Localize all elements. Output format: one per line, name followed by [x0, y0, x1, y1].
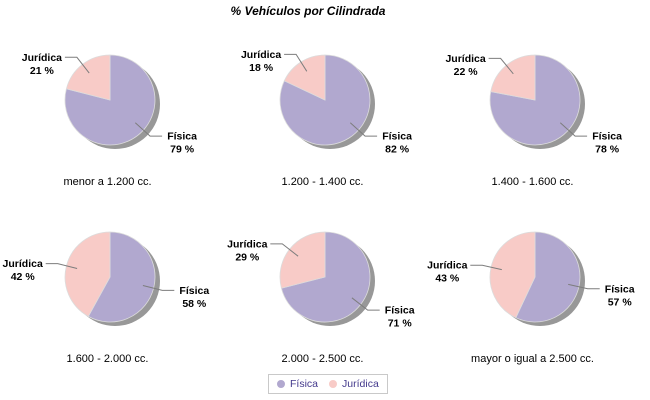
- leader-line-juridica: [45, 263, 78, 269]
- leader-line-juridica: [270, 243, 299, 257]
- leader-line-juridica: [64, 56, 90, 74]
- leader-line-fisica: [559, 122, 588, 137]
- legend-dot-juridica: [329, 380, 338, 388]
- slice-label-fisica-value: 79 %: [170, 144, 195, 156]
- slice-label-juridica-name: Jurídica: [22, 52, 62, 64]
- category-label-3: 1.400 - 1.600 cc.: [491, 176, 574, 188]
- slice-label-fisica-name: Física: [605, 283, 635, 295]
- category-label-4: 1.600 - 2.000 cc.: [66, 353, 149, 365]
- slice-label-fisica-value: 57 %: [608, 296, 633, 308]
- slice-label-juridica-name: Jurídica: [3, 258, 43, 270]
- slice-label-fisica-value: 78 %: [595, 144, 620, 156]
- leader-line-fisica: [134, 122, 163, 137]
- slice-label-juridica-value: 21 %: [30, 65, 55, 77]
- legend-label-juridica: Jurídica: [342, 378, 379, 390]
- pie-slice-juridica: [490, 54, 536, 101]
- slice-label-fisica-name: Física: [385, 305, 415, 317]
- slice-label-juridica-value: 22 %: [454, 66, 479, 78]
- slice-label-juridica-value: 29 %: [235, 251, 260, 263]
- pie-cell-1: Jurídica 21 % Física 79 % menor a 1.200 cc.: [0, 40, 215, 190]
- leader-line-fisica: [349, 122, 378, 137]
- pie-slice-fisica: [64, 54, 156, 146]
- slice-label-fisica-value: 71 %: [388, 318, 413, 330]
- pie-cell-6: Jurídica 43 % Física 57 % mayor o igual a 2…: [425, 217, 640, 367]
- slice-label-fisica-name: Física: [179, 285, 209, 297]
- leader-line-fisica: [351, 297, 380, 311]
- slice-label-juridica-value: 18 %: [249, 62, 274, 74]
- slice-label-juridica-name: Jurídica: [227, 238, 267, 250]
- leader-line-fisica: [142, 285, 175, 291]
- legend: Física Jurídica: [268, 374, 388, 394]
- slice-label-juridica-name: Jurídica: [445, 53, 485, 65]
- slice-label-juridica-name: Jurídica: [427, 260, 467, 272]
- slice-label-juridica-name: Jurídica: [241, 49, 281, 61]
- slice-label-fisica-name: Física: [592, 131, 622, 143]
- slice-label-fisica-name: Física: [167, 131, 197, 143]
- category-label-6: mayor o igual a 2.500 cc.: [471, 353, 594, 365]
- legend-dot-fisica: [277, 380, 285, 388]
- category-label-2: 1.200 - 1.400 cc.: [281, 176, 364, 188]
- slice-label-fisica-name: Física: [382, 131, 412, 143]
- pie-cell-4: Jurídica 42 % Física 58 % 1.600 - 2.000 cc.: [0, 217, 215, 367]
- category-label-5: 2.000 - 2.500 cc.: [281, 353, 364, 365]
- legend-label-fisica: Física: [290, 378, 319, 390]
- slice-label-fisica-value: 58 %: [182, 298, 207, 310]
- pie-cell-5: Jurídica 29 % Física 71 % 2.000 - 2.500 cc.: [215, 217, 430, 367]
- slice-label-fisica-value: 82 %: [385, 144, 410, 156]
- category-label-1: menor a 1.200 cc.: [63, 176, 152, 188]
- leader-line-juridica: [470, 264, 502, 271]
- slice-label-juridica-value: 43 %: [435, 273, 460, 285]
- leader-line-juridica: [488, 57, 514, 75]
- leader-line-juridica: [284, 53, 308, 72]
- pie-cell-3: Jurídica 22 % Física 78 % 1.400 - 1.600 cc.: [425, 40, 640, 190]
- leader-line-fisica: [568, 283, 600, 290]
- pie-cell-2: Jurídica 18 % Física 82 % 1.200 - 1.400 cc.: [215, 40, 430, 190]
- slice-label-juridica-value: 42 %: [11, 271, 36, 283]
- chart-title: % Vehículos por Cilindrada: [230, 4, 386, 18]
